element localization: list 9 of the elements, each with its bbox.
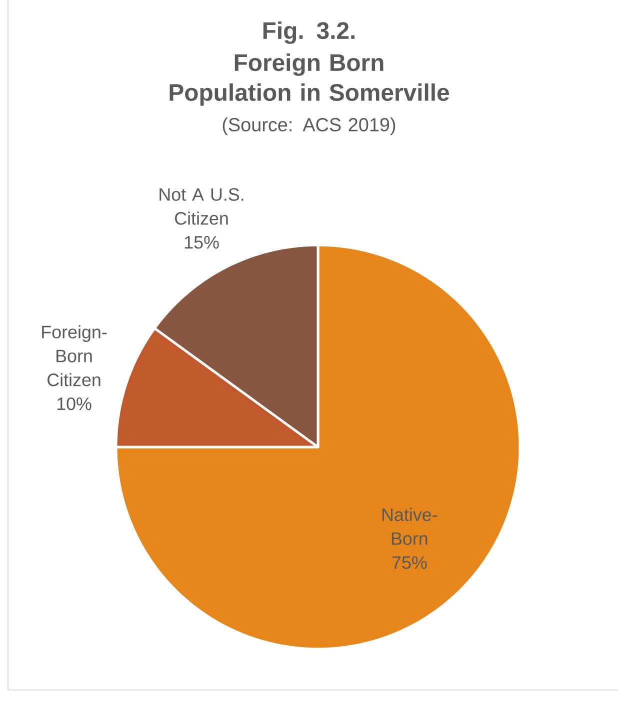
slice-label: Native-Born [382, 508, 438, 545]
data-label: 10% [57, 397, 92, 410]
text: (Source: ACS 2019) [222, 118, 396, 136]
data-label: 15% [184, 236, 219, 249]
slice-label: Not A U.S. Citizen [160, 188, 244, 225]
chart-title: Fig. 3.2. [263, 22, 355, 44]
data-label: 75% [392, 556, 427, 569]
chart-subtitle: Foreign Born Population in Somerville [170, 54, 450, 106]
slice-label: Foreign-Born Citizen [42, 325, 107, 386]
